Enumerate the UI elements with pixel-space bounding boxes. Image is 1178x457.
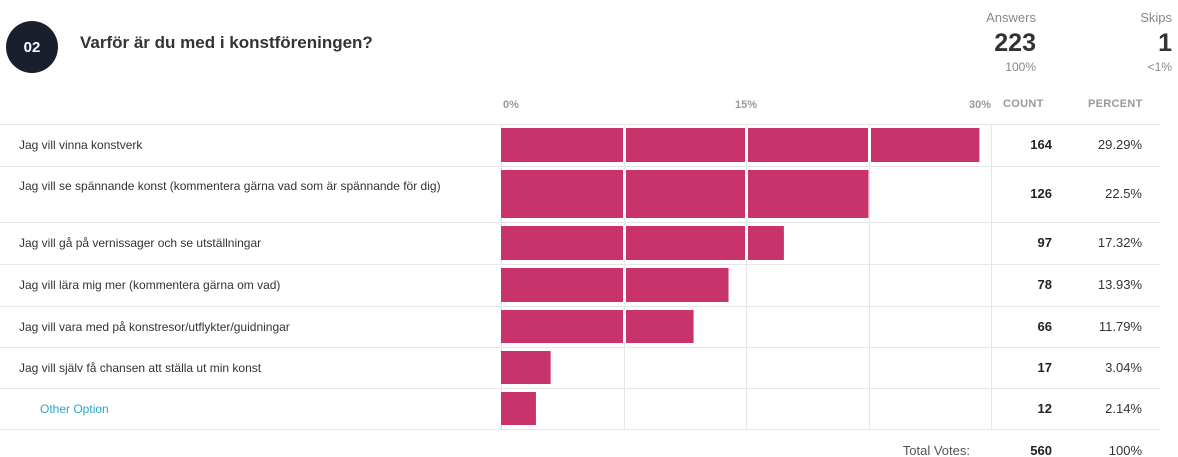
total-votes-count: 560 bbox=[1030, 443, 1052, 457]
x-tick-label: 15% bbox=[735, 99, 757, 111]
total-votes-label: Total Votes: bbox=[902, 443, 970, 457]
x-tick-label: 30% bbox=[969, 99, 991, 111]
bar bbox=[501, 392, 536, 425]
percent-value: 29.29% bbox=[1097, 137, 1142, 152]
category-label: Jag vill vinna konstverk bbox=[19, 138, 143, 152]
bar bbox=[501, 268, 729, 302]
question-number-badge: 02 bbox=[6, 21, 58, 73]
percent-value: 2.14% bbox=[1105, 400, 1142, 416]
count-value: 126 bbox=[1030, 186, 1052, 201]
category-label: Jag vill se spännande konst (kommentera … bbox=[19, 179, 441, 193]
category-label: Jag vill gå på vernissager och se utstäl… bbox=[19, 236, 262, 250]
count-header: COUNT bbox=[1003, 98, 1044, 110]
bar bbox=[501, 128, 980, 162]
category-label: Jag vill lära mig mer (kommentera gärna … bbox=[19, 278, 281, 292]
count-value: 17 bbox=[1037, 359, 1052, 375]
answers-stat: Answers 223 100% bbox=[986, 10, 1036, 74]
count-value: 97 bbox=[1037, 235, 1052, 250]
skips-percent: <1% bbox=[1147, 60, 1172, 74]
x-tick-label: 0% bbox=[503, 99, 519, 111]
skips-stat: Skips 1 <1% bbox=[1140, 10, 1172, 74]
skips-label: Skips bbox=[1140, 10, 1172, 25]
count-value: 66 bbox=[1037, 318, 1052, 334]
count-value: 164 bbox=[1030, 137, 1052, 152]
bar bbox=[501, 226, 784, 260]
answers-label: Answers bbox=[986, 10, 1036, 25]
category-label: Jag vill själv få chansen att ställa ut … bbox=[19, 360, 262, 375]
total-votes-percent: 100% bbox=[1108, 443, 1142, 457]
other-option-link[interactable]: Other Option bbox=[40, 401, 109, 416]
question-title: Varför är du med i konstföreningen? bbox=[80, 33, 373, 52]
count-value: 12 bbox=[1037, 400, 1052, 416]
percent-value: 17.32% bbox=[1097, 235, 1142, 250]
percent-value: 22.5% bbox=[1105, 186, 1142, 201]
count-value: 78 bbox=[1037, 277, 1052, 292]
bar bbox=[501, 170, 869, 218]
percent-value: 3.04% bbox=[1105, 359, 1142, 375]
percent-header: PERCENT bbox=[1088, 98, 1143, 110]
answers-value: 223 bbox=[994, 29, 1036, 57]
category-label: Jag vill vara med på konstresor/utflykte… bbox=[19, 319, 290, 334]
bar bbox=[501, 310, 694, 343]
percent-value: 11.79% bbox=[1098, 318, 1142, 334]
skips-value: 1 bbox=[1158, 29, 1172, 57]
answers-percent: 100% bbox=[1005, 60, 1036, 74]
bar bbox=[501, 351, 551, 384]
percent-value: 13.93% bbox=[1097, 277, 1142, 292]
